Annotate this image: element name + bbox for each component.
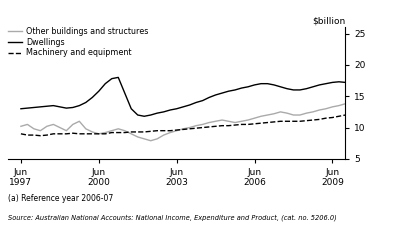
Other buildings and structures (64, 129, 69, 132)
Line: Other buildings and structures: Other buildings and structures (21, 62, 397, 141)
Machinery and equipment (70, 132, 75, 135)
Other buildings and structures (19, 125, 23, 128)
Line: Dwellings: Dwellings (21, 77, 397, 123)
Text: Source: Australian National Accounts: National Income, Expenditure and Product, : Source: Australian National Accounts: Na… (8, 215, 337, 221)
Text: $billion: $billion (312, 17, 345, 26)
Machinery and equipment (324, 117, 328, 119)
Dwellings (116, 76, 121, 79)
Dwellings (19, 107, 23, 110)
Text: (a) Reference year 2006-07: (a) Reference year 2006-07 (8, 194, 113, 203)
Dwellings (64, 107, 69, 109)
Machinery and equipment (19, 133, 23, 135)
Machinery and equipment (38, 134, 43, 137)
Legend: Other buildings and structures, Dwellings, Machinery and equipment: Other buildings and structures, Dwelling… (8, 27, 149, 57)
Other buildings and structures (187, 126, 192, 129)
Dwellings (187, 104, 192, 106)
Other buildings and structures (324, 107, 328, 110)
Line: Machinery and equipment: Machinery and equipment (21, 37, 397, 136)
Other buildings and structures (148, 139, 153, 142)
Machinery and equipment (187, 127, 192, 130)
Dwellings (324, 82, 328, 85)
